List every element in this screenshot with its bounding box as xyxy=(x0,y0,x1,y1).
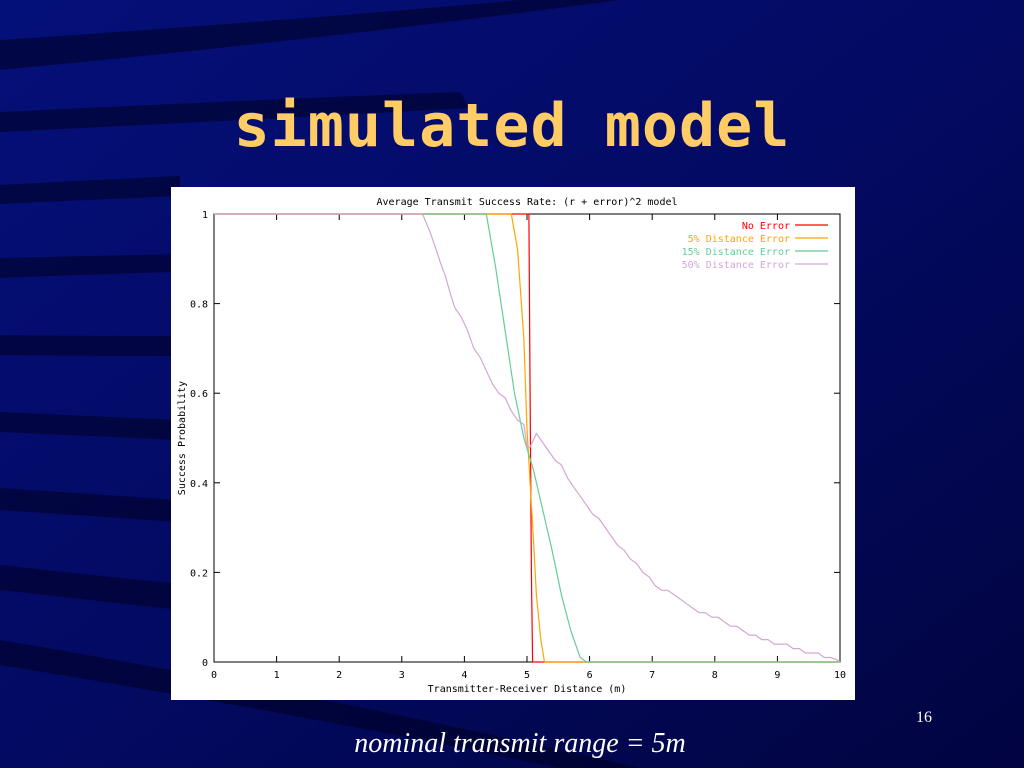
x-tick-label: 9 xyxy=(774,670,780,681)
legend-label: 15% Distance Error xyxy=(682,247,790,258)
y-tick-label: 0.4 xyxy=(190,479,208,490)
y-tick-label: 0 xyxy=(202,658,208,669)
chart-title: Average Transmit Success Rate: (r + erro… xyxy=(376,197,677,208)
x-tick-label: 7 xyxy=(649,670,655,681)
legend: No Error 5% Distance Error 15% Distance Er… xyxy=(682,221,828,271)
legend-label: 50% Distance Error xyxy=(682,260,790,271)
x-tick-label: 5 xyxy=(524,670,530,681)
y-tick-label: 0.2 xyxy=(190,568,208,579)
series-layer xyxy=(214,213,841,663)
x-axis-label: Transmitter-Receiver Distance (m) xyxy=(428,684,627,695)
chart-panel: Average Transmit Success Rate: (r + erro… xyxy=(171,187,855,700)
axis-ticks: 0 1 2 3 4 5 6 7 8 9 10 0 0.2 0.4 0.6 0.8 1 xyxy=(190,210,846,681)
series-line-3 xyxy=(214,213,840,663)
page-number: 16 xyxy=(916,709,932,726)
x-tick-label: 1 xyxy=(274,670,280,681)
x-tick-label: 10 xyxy=(834,670,846,681)
y-tick-label: 0.8 xyxy=(190,300,208,311)
x-tick-label: 8 xyxy=(712,670,718,681)
legend-label: 5% Distance Error xyxy=(688,234,790,245)
y-tick-label: 1 xyxy=(202,210,208,221)
x-tick-label: 2 xyxy=(336,670,342,681)
x-tick-label: 4 xyxy=(461,670,467,681)
y-axis-label: Success Probability xyxy=(177,381,188,495)
series-line-4 xyxy=(214,213,841,663)
series-line-2 xyxy=(214,213,840,663)
line-chart: Average Transmit Success Rate: (r + erro… xyxy=(177,197,846,695)
slide-caption: nominal transmit range = 5m xyxy=(354,728,686,759)
x-tick-label: 3 xyxy=(399,670,405,681)
x-tick-label: 0 xyxy=(211,670,217,681)
slide-title: simulated model xyxy=(233,91,791,161)
legend-label: No Error xyxy=(742,221,790,232)
y-tick-label: 0.6 xyxy=(190,389,208,400)
x-tick-label: 6 xyxy=(587,670,593,681)
